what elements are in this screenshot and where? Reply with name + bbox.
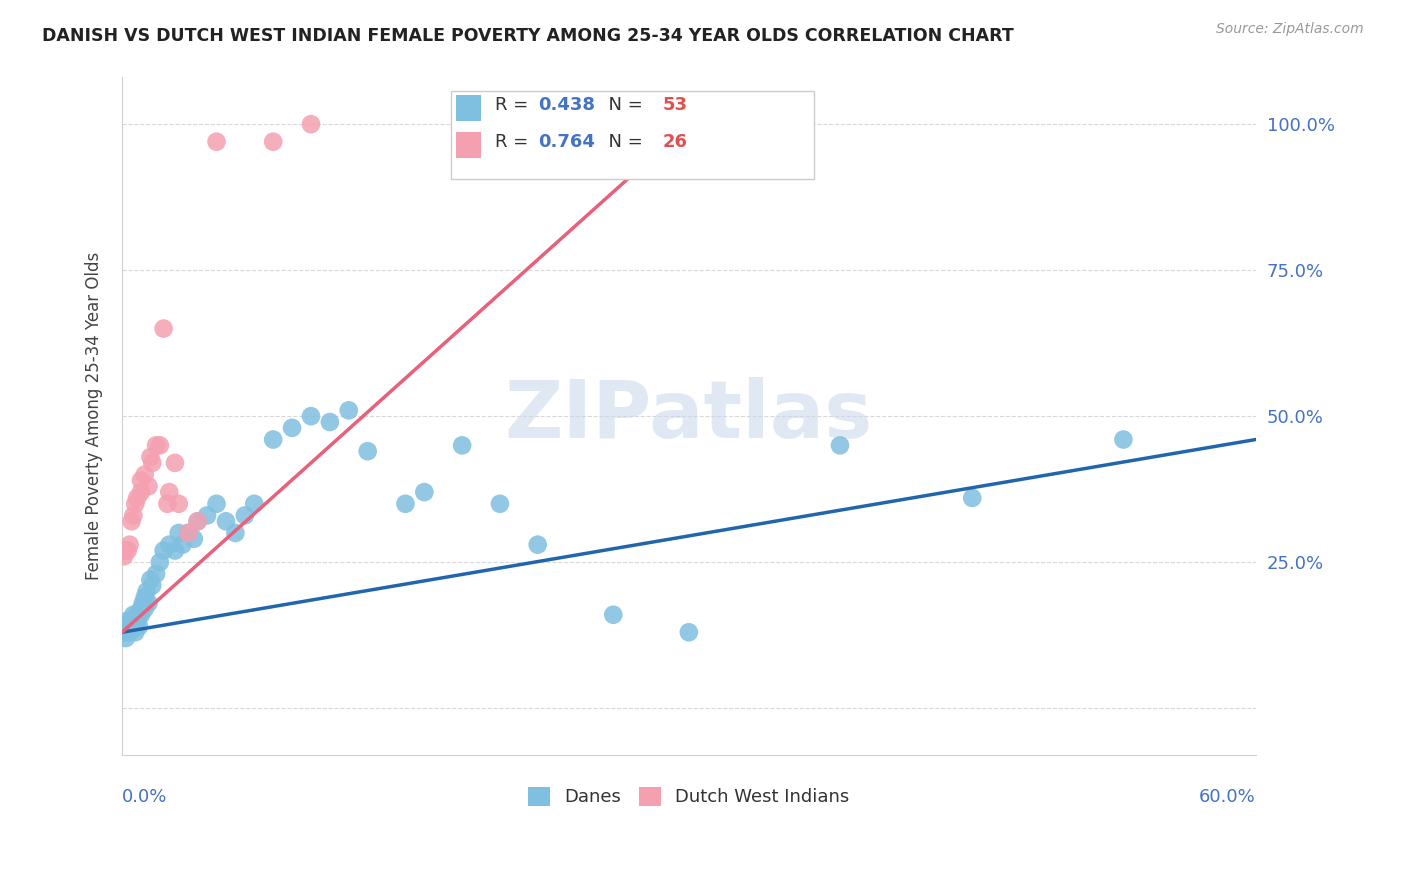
Point: [122, 607, 145, 622]
Point: [117, 614, 139, 628]
FancyBboxPatch shape: [457, 95, 481, 120]
Point: [152, 321, 174, 335]
Point: [127, 614, 149, 628]
Point: [163, 543, 186, 558]
Text: 0.764: 0.764: [538, 133, 595, 151]
Point: [129, 607, 152, 622]
Text: 26: 26: [662, 133, 688, 151]
Point: [413, 485, 436, 500]
Point: [157, 538, 180, 552]
Point: [124, 497, 146, 511]
Point: [299, 117, 322, 131]
Y-axis label: Female Poverty Among 25-34 Year Olds: Female Poverty Among 25-34 Year Olds: [86, 252, 103, 581]
Point: [489, 497, 512, 511]
Point: [187, 514, 209, 528]
Point: [132, 596, 155, 610]
Point: [394, 497, 416, 511]
Point: [141, 578, 163, 592]
Point: [281, 421, 304, 435]
Point: [167, 497, 190, 511]
Point: [129, 602, 152, 616]
Point: [243, 497, 266, 511]
Point: [187, 514, 209, 528]
Point: [112, 625, 135, 640]
Point: [117, 619, 139, 633]
Point: [114, 631, 136, 645]
Point: [145, 438, 167, 452]
Point: [134, 467, 156, 482]
Text: R =: R =: [495, 95, 534, 113]
Point: [121, 614, 143, 628]
Point: [195, 508, 218, 523]
FancyBboxPatch shape: [457, 132, 481, 158]
Text: 60.0%: 60.0%: [1199, 789, 1256, 806]
Point: [156, 497, 179, 511]
Point: [152, 543, 174, 558]
Point: [145, 566, 167, 581]
Text: 53: 53: [662, 95, 688, 113]
Point: [149, 438, 172, 452]
Point: [205, 135, 228, 149]
Point: [141, 456, 163, 470]
Point: [138, 596, 160, 610]
Text: R =: R =: [495, 133, 534, 151]
Point: [122, 508, 145, 523]
Point: [134, 591, 156, 605]
Point: [163, 456, 186, 470]
Point: [962, 491, 984, 505]
Point: [205, 497, 228, 511]
Point: [139, 450, 162, 464]
FancyBboxPatch shape: [451, 91, 814, 179]
Point: [262, 433, 284, 447]
Point: [129, 485, 152, 500]
Point: [262, 135, 284, 149]
Point: [183, 532, 205, 546]
Point: [112, 549, 135, 564]
Point: [678, 625, 700, 640]
Point: [118, 538, 141, 552]
Point: [1112, 433, 1135, 447]
Point: [149, 555, 172, 569]
Text: 0.438: 0.438: [538, 95, 595, 113]
Point: [121, 514, 143, 528]
Point: [172, 538, 194, 552]
Point: [127, 491, 149, 505]
Text: Source: ZipAtlas.com: Source: ZipAtlas.com: [1216, 22, 1364, 37]
Point: [215, 514, 238, 528]
Point: [134, 602, 156, 616]
Point: [337, 403, 360, 417]
Point: [127, 607, 149, 622]
Point: [602, 607, 624, 622]
Point: [233, 508, 256, 523]
Text: N =: N =: [598, 95, 648, 113]
Point: [526, 538, 548, 552]
Text: N =: N =: [598, 133, 648, 151]
Point: [828, 438, 851, 452]
Text: 0.0%: 0.0%: [122, 789, 167, 806]
Point: [117, 543, 139, 558]
Point: [157, 485, 180, 500]
Point: [224, 526, 246, 541]
Point: [135, 584, 157, 599]
Point: [177, 526, 200, 541]
Point: [138, 479, 160, 493]
Point: [114, 543, 136, 558]
Point: [121, 619, 143, 633]
Point: [118, 625, 141, 640]
Point: [319, 415, 342, 429]
Point: [299, 409, 322, 424]
Legend: Danes, Dutch West Indians: Danes, Dutch West Indians: [522, 780, 856, 814]
Point: [129, 474, 152, 488]
Text: ZIPatlas: ZIPatlas: [505, 377, 873, 455]
Point: [356, 444, 378, 458]
Text: DANISH VS DUTCH WEST INDIAN FEMALE POVERTY AMONG 25-34 YEAR OLDS CORRELATION CHA: DANISH VS DUTCH WEST INDIAN FEMALE POVER…: [42, 27, 1014, 45]
Point: [167, 526, 190, 541]
Point: [177, 526, 200, 541]
Point: [124, 625, 146, 640]
Point: [139, 573, 162, 587]
Point: [128, 619, 150, 633]
Point: [451, 438, 474, 452]
